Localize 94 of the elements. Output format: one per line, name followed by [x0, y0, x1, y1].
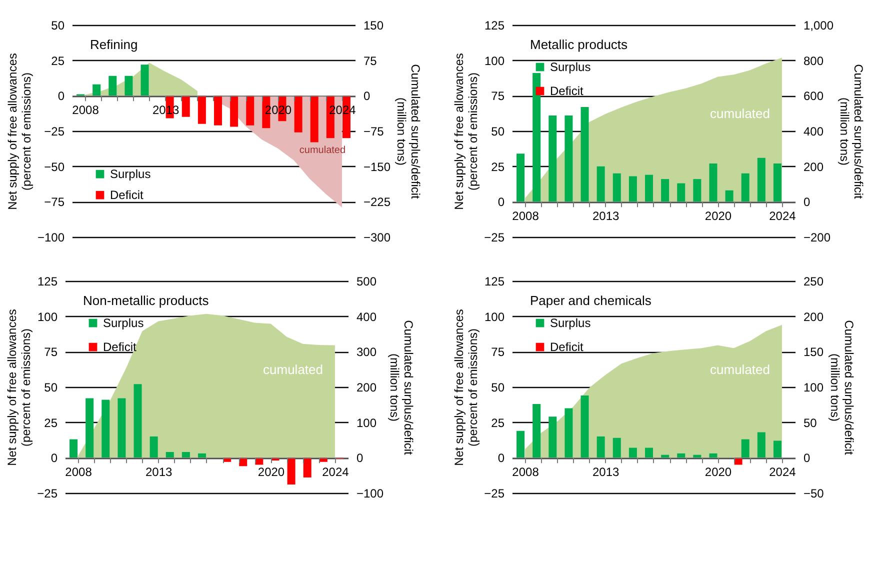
- y2-tick-label: 0: [804, 451, 810, 466]
- series-label: cumulated: [263, 362, 323, 378]
- y-tick-label: 25: [491, 416, 505, 430]
- series-label: cumulated: [710, 106, 770, 122]
- y-axis-title: Net supply of free allowances (percent of emissions): [452, 309, 480, 466]
- y-tick-label: 50: [491, 380, 505, 394]
- x-tick-label: 2020: [258, 465, 285, 480]
- y-tick-label: 50: [491, 124, 505, 138]
- y2-tick-label: −225: [364, 195, 391, 210]
- text: Refining: [90, 37, 138, 52]
- legend-label: Surplus: [110, 167, 151, 182]
- y2-axis-title: Cumulated surplus/deficit (million tons): [388, 320, 416, 456]
- y-tick-label: 25: [44, 416, 58, 430]
- y-tick-label: 50: [51, 18, 65, 32]
- y-tick-label: 100: [484, 310, 505, 324]
- legend-label: Deficit: [110, 188, 144, 202]
- y-axis-title: Net supply of free allowances (percent of emissions): [5, 309, 34, 466]
- y-tick-label: −25: [44, 124, 65, 138]
- y-tick-label: −75: [44, 195, 65, 210]
- y2-tick-label: −100: [356, 486, 384, 500]
- y2-tick-label: 200: [356, 380, 377, 394]
- y2-axis-title: Cumulated surplus/deficit (million tons): [828, 320, 856, 456]
- y2-tick-label: −75: [364, 124, 384, 138]
- y-tick-label: 0: [498, 451, 505, 466]
- y2-tick-label: 600: [804, 89, 824, 104]
- x-tick-label: 2008: [512, 209, 540, 224]
- y-tick-label: 100: [37, 310, 58, 324]
- y-tick-label: 100: [484, 54, 505, 68]
- y2-tick-label: 400: [804, 124, 824, 138]
- y-tick-label: 125: [484, 274, 505, 288]
- y2-tick-label: 400: [356, 310, 377, 324]
- legend-label: Surplus: [550, 316, 591, 330]
- x-tick-label: 2013: [592, 465, 620, 480]
- text: Paper and chemicals: [530, 293, 652, 308]
- x-tick-label: 2008: [72, 103, 100, 118]
- x-tick-label: 2020: [264, 103, 292, 118]
- y2-axis-title: Cumulated surplus/deficit (million tons): [838, 64, 866, 200]
- y2-tick-label: 300: [356, 345, 377, 360]
- legend-label: Surplus: [550, 60, 591, 74]
- series-label: cumulated: [299, 145, 346, 156]
- y-tick-label: 75: [491, 345, 505, 360]
- y2-tick-label: 0: [364, 89, 370, 104]
- y-tick-label: 0: [58, 89, 65, 104]
- x-tick-label: 2008: [65, 465, 92, 480]
- y2-tick-label: 1,000: [804, 18, 834, 32]
- y-tick-label: −100: [37, 230, 65, 244]
- x-tick-label: 2024: [769, 465, 796, 480]
- text: Metallic products: [530, 37, 628, 52]
- y2-tick-label: 0: [356, 451, 364, 466]
- y2-tick-label: 100: [356, 416, 377, 430]
- x-tick-label: 2024: [769, 209, 796, 224]
- y2-tick-label: 150: [364, 18, 384, 32]
- y-tick-label: 75: [491, 89, 505, 104]
- text: Non-metallic products: [83, 293, 210, 308]
- legend-label: Surplus: [103, 316, 144, 330]
- y-tick-label: 75: [44, 345, 58, 360]
- series-label: cumulated: [710, 362, 770, 378]
- y-tick-label: 0: [498, 195, 505, 210]
- y2-tick-label: 50: [804, 416, 818, 430]
- y-axis-title: Net supply of free allowances (percent of emissions): [452, 53, 480, 210]
- y2-axis-title: Cumulated surplus/deficit (million tons): [394, 64, 423, 200]
- y2-tick-label: 200: [804, 160, 824, 174]
- y2-tick-label: −200: [804, 230, 831, 244]
- y2-tick-label: 800: [804, 54, 824, 68]
- y-tick-label: 50: [44, 380, 58, 394]
- y-tick-label: −50: [44, 160, 65, 174]
- legend-label: Deficit: [550, 340, 584, 354]
- x-tick-label: 2013: [145, 465, 172, 480]
- x-tick-label: 2024: [322, 465, 350, 480]
- y-tick-label: −25: [37, 486, 58, 500]
- y-axis-title: Net supply of free allowances (percent of emissions): [5, 53, 34, 210]
- legend-label: Deficit: [550, 84, 584, 98]
- y-tick-label: −25: [484, 230, 505, 244]
- x-tick-label: 2013: [592, 209, 620, 224]
- y2-tick-label: 500: [356, 274, 377, 288]
- x-tick-label: 2008: [512, 465, 540, 480]
- y-tick-label: 0: [50, 451, 58, 466]
- y-tick-label: 25: [51, 54, 65, 68]
- y2-tick-label: 200: [804, 310, 824, 324]
- x-tick-label: 2020: [704, 209, 732, 224]
- y2-tick-label: 150: [804, 345, 824, 360]
- y2-tick-label: −300: [364, 230, 391, 244]
- y2-tick-label: 0: [804, 195, 810, 210]
- y-tick-label: 125: [37, 274, 58, 288]
- y2-tick-label: −50: [804, 486, 824, 500]
- y-tick-label: −25: [484, 486, 505, 500]
- y-tick-label: 25: [491, 160, 505, 174]
- y2-tick-label: 75: [364, 54, 378, 68]
- y-tick-label: 125: [484, 18, 505, 32]
- legend-label: Deficit: [103, 340, 138, 354]
- x-tick-label: 2020: [704, 465, 732, 480]
- y2-tick-label: 100: [804, 380, 824, 394]
- y2-tick-label: −150: [364, 160, 391, 174]
- y2-tick-label: 250: [804, 274, 824, 288]
